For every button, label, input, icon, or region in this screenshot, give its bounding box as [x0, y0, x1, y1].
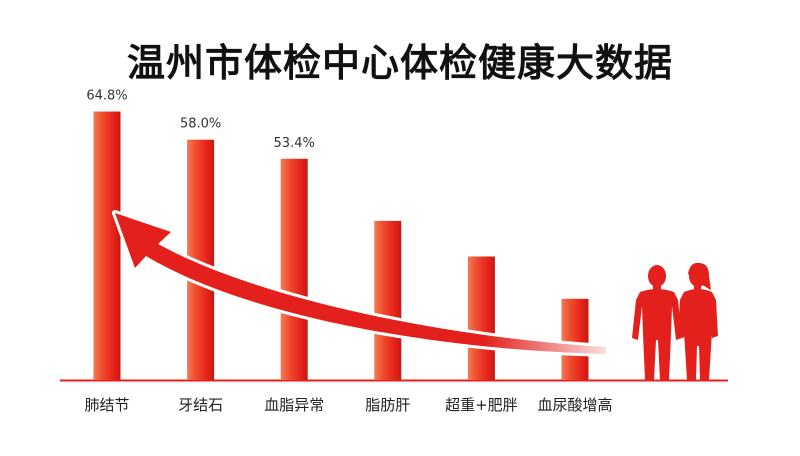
bar-1	[93, 111, 121, 381]
bar-5	[467, 256, 495, 380]
value-label: 58.0%	[180, 117, 221, 132]
category-label: 血脂异常	[264, 396, 324, 414]
bar-4	[374, 220, 402, 380]
category-label: 肺结节	[84, 396, 129, 414]
human-figures-icon	[632, 262, 718, 380]
value-label: 64.8%	[86, 89, 127, 104]
chart-title: 温州市体检中心体检健康大数据	[126, 40, 673, 85]
category-label: 脂肪肝	[365, 396, 410, 414]
bar-6	[561, 298, 589, 380]
female-figure-icon	[678, 262, 718, 380]
bar-3	[280, 158, 308, 380]
male-figure-icon	[632, 265, 682, 380]
value-label: 53.4%	[274, 136, 315, 151]
category-label: 牙结石	[178, 396, 223, 414]
rising-arrow-icon	[115, 213, 606, 354]
category-label: 血尿酸增高	[537, 396, 612, 414]
category-label: 超重+肥胖	[445, 396, 518, 414]
